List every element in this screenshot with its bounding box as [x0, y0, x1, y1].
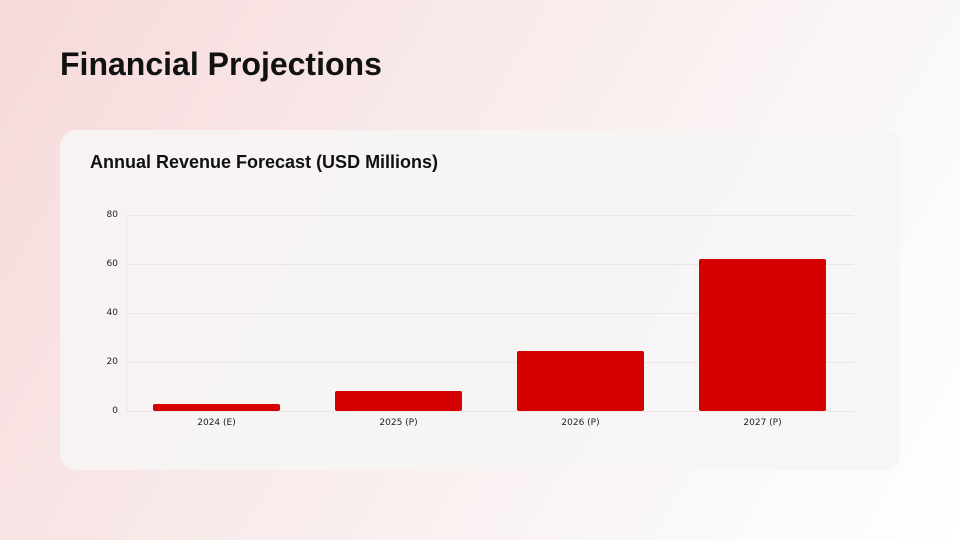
y-tick-label: 80 [106, 210, 118, 220]
chart-card: Annual Revenue Forecast (USD Millions) 8… [60, 130, 900, 470]
x-tick-label: 2025 (P) [379, 418, 418, 428]
gridline [126, 264, 854, 265]
gridline [126, 313, 854, 314]
x-tick-label: 2026 (P) [561, 418, 600, 428]
chart-title: Annual Revenue Forecast (USD Millions) [90, 152, 439, 172]
gridline [126, 215, 854, 216]
bar-2025 [335, 390, 462, 411]
plot-area: 80 60 40 20 0 2024 (E) 2025 (P) 2026 (P)… [107, 210, 854, 428]
y-tick-label: 0 [112, 406, 118, 416]
gridline [126, 411, 854, 412]
bar-2024 [153, 403, 280, 411]
bar-2026 [517, 350, 644, 411]
page-title: Financial Projections [60, 46, 382, 82]
y-axis-line [126, 215, 127, 411]
x-tick-label: 2027 (P) [743, 418, 782, 428]
y-tick-label: 20 [106, 357, 118, 367]
gridline [126, 362, 854, 363]
y-tick-label: 60 [106, 259, 118, 269]
bar-2027 [699, 259, 826, 411]
x-tick-label: 2024 (E) [197, 418, 236, 428]
y-tick-label: 40 [106, 308, 118, 318]
